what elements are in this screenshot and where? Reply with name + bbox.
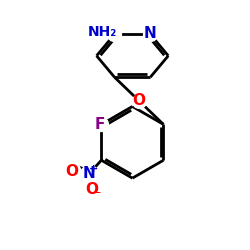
Text: O: O	[85, 182, 98, 198]
Text: F: F	[95, 117, 105, 132]
Text: O: O	[132, 93, 145, 108]
Text: N: N	[83, 166, 96, 181]
Text: +: +	[89, 164, 99, 174]
Text: ⁻: ⁻	[93, 188, 100, 202]
Text: O: O	[65, 164, 78, 179]
Text: NH₂: NH₂	[88, 25, 117, 39]
Text: N: N	[144, 26, 157, 41]
